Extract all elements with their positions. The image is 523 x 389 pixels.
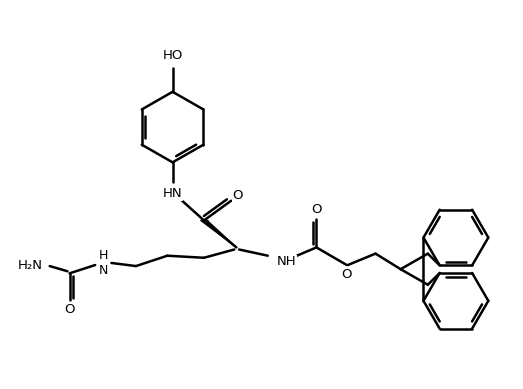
Polygon shape [201,221,236,247]
Text: O: O [232,189,243,202]
Text: O: O [342,268,352,281]
Text: HN: HN [163,187,183,200]
Text: O: O [64,303,75,316]
Text: HO: HO [163,49,183,62]
Text: NH: NH [277,256,297,268]
Text: O: O [311,203,322,216]
Text: H
N: H N [99,249,108,277]
Text: H₂N: H₂N [17,259,42,272]
